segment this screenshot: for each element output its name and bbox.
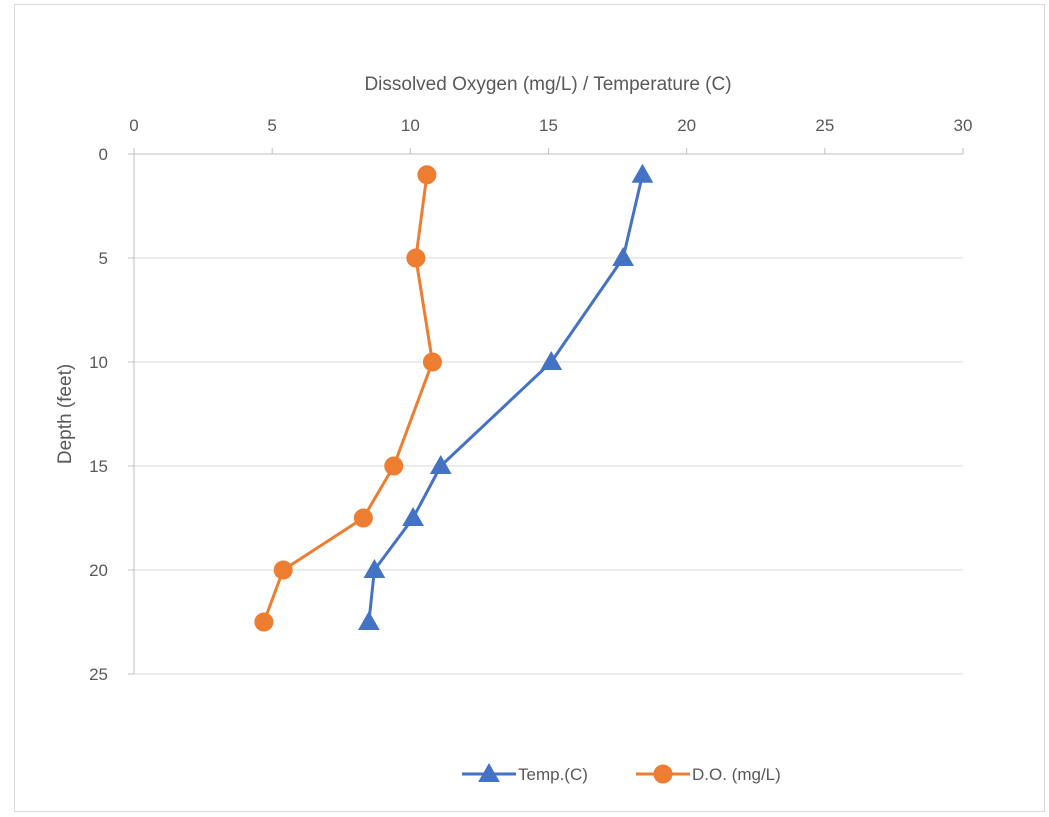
x-tick-label: 10 bbox=[401, 116, 420, 135]
y-tick-labels: 0 5 10 15 20 25 bbox=[89, 145, 108, 684]
y-tick-label: 0 bbox=[99, 145, 108, 164]
chart-frame bbox=[14, 4, 1045, 812]
gridlines bbox=[134, 257, 963, 675]
x-tick-labels: 0 5 10 15 20 25 30 bbox=[129, 116, 972, 135]
data-point bbox=[363, 558, 386, 578]
legend-triangle-marker bbox=[478, 762, 500, 782]
y-tick-label: 15 bbox=[89, 457, 108, 476]
data-point bbox=[384, 456, 404, 476]
x-tick-label: 15 bbox=[539, 116, 558, 135]
x-tick-label: 25 bbox=[815, 116, 834, 135]
data-point bbox=[429, 454, 452, 474]
legend-item: D.O. (mg/L) bbox=[636, 764, 781, 784]
data-point bbox=[406, 248, 426, 268]
series-dissolved-oxygen bbox=[254, 165, 442, 632]
series-line bbox=[367, 174, 644, 623]
series-line bbox=[262, 174, 434, 623]
x-tick-label: 20 bbox=[677, 116, 696, 135]
data-point bbox=[353, 508, 373, 528]
data-point bbox=[612, 246, 634, 266]
legend-label: Temp.(C) bbox=[518, 765, 588, 784]
data-point bbox=[402, 506, 424, 526]
y-tick-label: 25 bbox=[89, 665, 108, 684]
y-tick-label: 20 bbox=[89, 561, 108, 580]
y-tick-label: 10 bbox=[89, 353, 108, 372]
y-axis-title: Depth (feet) bbox=[55, 364, 76, 464]
data-point bbox=[631, 163, 654, 183]
data-point bbox=[358, 610, 380, 630]
legend-item: Temp.(C) bbox=[462, 762, 588, 784]
x-tick-label: 0 bbox=[129, 116, 138, 135]
axes bbox=[128, 148, 964, 675]
x-axis-title: Dissolved Oxygen (mg/L) / Temperature (C… bbox=[364, 74, 731, 95]
data-point bbox=[422, 352, 442, 372]
y-tick-label: 5 bbox=[99, 249, 108, 268]
series-layer bbox=[254, 163, 654, 632]
data-point bbox=[273, 560, 293, 580]
x-tick-label: 5 bbox=[267, 116, 276, 135]
series-temperature bbox=[358, 163, 654, 630]
legend-label: D.O. (mg/L) bbox=[692, 765, 781, 784]
legend-circle-marker bbox=[653, 764, 673, 784]
x-tick-label: 30 bbox=[954, 116, 973, 135]
data-point bbox=[417, 165, 437, 185]
data-point bbox=[254, 612, 274, 632]
data-point bbox=[540, 350, 563, 370]
legend: Temp.(C) D.O. (mg/L) bbox=[462, 762, 781, 784]
